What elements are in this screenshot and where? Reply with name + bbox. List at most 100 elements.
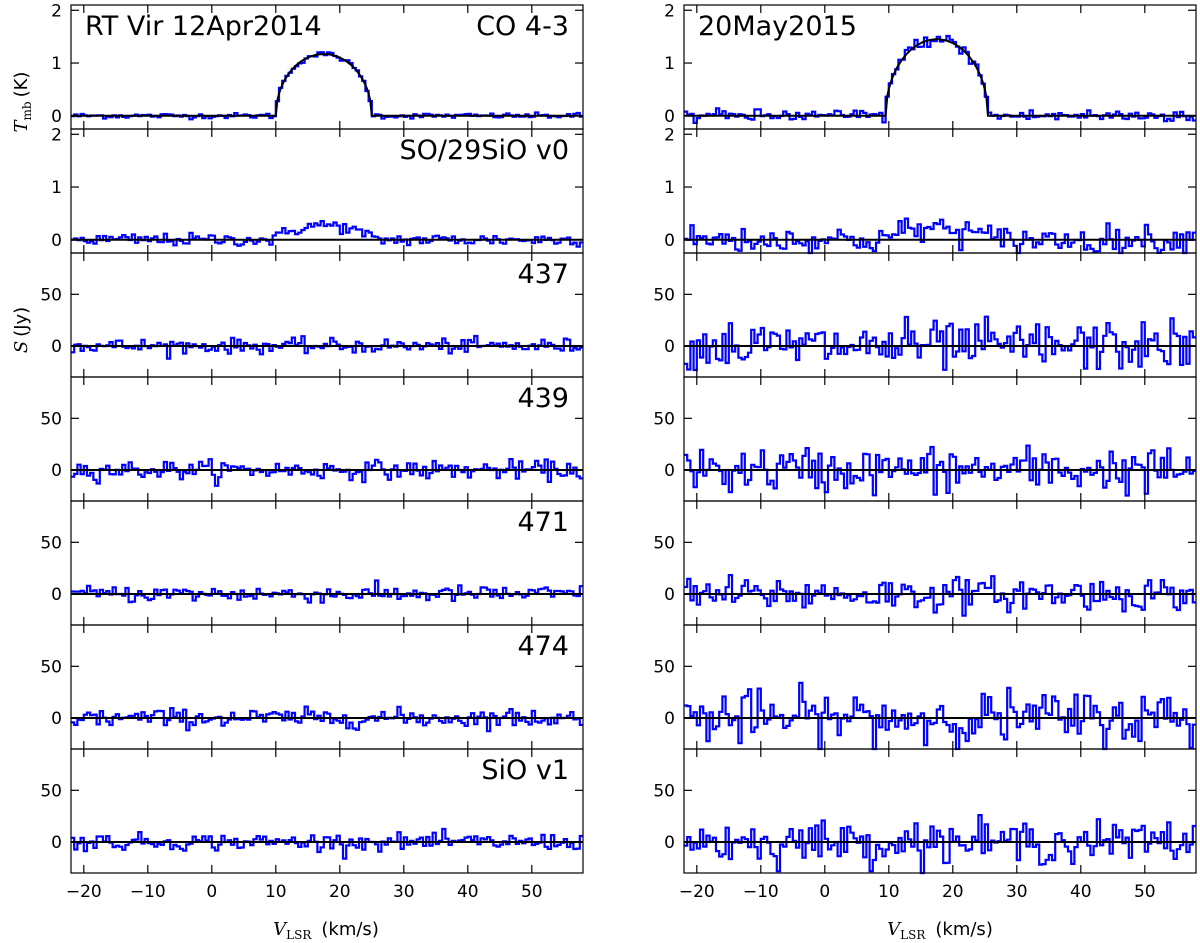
y-tick-label: 0 (664, 461, 675, 481)
y-tick-label: 0 (51, 585, 62, 605)
panel-1-0: 0 1 2 20May2015 (664, 1, 1197, 130)
panel-1-6: 0 50 −20 −10 0 10 20 30 40 50 (653, 748, 1197, 902)
y-tick-label: 0 (51, 107, 62, 127)
y-tick-label: 2 (664, 1, 675, 21)
y-tick-label: 0 (51, 461, 62, 481)
panel-label-right: SO/29SiO v0 (400, 135, 569, 166)
x-tick-label: 40 (457, 882, 479, 902)
x-tick-label: 10 (265, 882, 287, 902)
x-tick-label: −20 (679, 882, 715, 902)
panel-label-right: CO 4-3 (476, 11, 569, 42)
x-tick-label: 50 (1134, 882, 1156, 902)
panel-1-5: 0 50 (653, 624, 1197, 751)
panel-frame (70, 500, 584, 626)
y-tick-label: 0 (664, 585, 675, 605)
y-tick-label: 2 (664, 125, 675, 145)
panel-frame (683, 624, 1197, 750)
panel-1-3: 0 50 (653, 376, 1197, 502)
y-tick-label: 0 (664, 709, 675, 729)
spectrum-line (71, 334, 583, 360)
y-tick-label: 0 (51, 231, 62, 251)
y-tick-label: 50 (40, 657, 62, 677)
y-tick-label: 50 (653, 657, 675, 677)
y-tick-label: 2 (51, 1, 62, 21)
y-tick-label: 0 (51, 337, 62, 357)
panel-label-right: 474 (517, 631, 569, 662)
panel-frame (683, 500, 1197, 626)
panel-label-right: SiO v1 (481, 755, 569, 786)
model-line (684, 38, 1197, 117)
x-tick-label: 10 (878, 882, 900, 902)
x-tick-label: 30 (1006, 882, 1028, 902)
spectrum-line (71, 705, 583, 733)
panel-0-0: 0 1 2 RT Vir 12Apr2014 CO 4-3 (51, 1, 584, 130)
y-tick-label: 50 (40, 285, 62, 305)
panel-label-left: RT Vir 12Apr2014 (85, 11, 322, 42)
panel-1-4: 0 50 (653, 500, 1197, 626)
panel-label-right: 437 (517, 259, 569, 290)
panel-label-left: 20May2015 (698, 11, 857, 42)
y-tick-label: 0 (51, 709, 62, 729)
panel-0-1: 0 1 2 SO/29SiO v0 (51, 125, 584, 254)
spectrum-line (71, 579, 583, 604)
y-tick-label: 0 (664, 231, 675, 251)
y-tick-label: 50 (40, 409, 62, 429)
x-tick-label: 0 (206, 882, 217, 902)
x-tick-label: 0 (819, 882, 830, 902)
spectrum-line (684, 574, 1196, 617)
x-tick-label: 30 (393, 882, 415, 902)
y-tick-label: 1 (51, 54, 62, 74)
x-tick-label: 20 (942, 882, 964, 902)
ylabel-bottom: S(Jy) (11, 307, 32, 353)
panel-frame (683, 748, 1197, 874)
spectrum-line (684, 444, 1196, 497)
x-tick-label: 40 (1070, 882, 1092, 902)
panel-label-right: 471 (517, 507, 569, 538)
x-tick-label: 50 (521, 882, 543, 902)
spectrum-line (71, 827, 583, 860)
ylabel-top: Tmb(K) (11, 72, 34, 133)
y-tick-label: 50 (40, 533, 62, 553)
panel-0-3: 0 50 439 (40, 376, 584, 502)
y-tick-label: 0 (51, 833, 62, 853)
y-tick-label: 1 (664, 54, 675, 74)
y-tick-label: 50 (653, 409, 675, 429)
y-tick-label: 50 (653, 781, 675, 801)
xlabel-right: VLSR (km/s) (887, 919, 993, 942)
y-tick-label: 50 (653, 533, 675, 553)
panel-label-right: 439 (517, 383, 569, 414)
x-tick-label: −10 (130, 882, 166, 902)
panel-0-4: 0 50 471 (40, 500, 584, 626)
spectrum-line (684, 814, 1196, 875)
panel-frame (70, 252, 584, 378)
model-line (71, 53, 584, 117)
x-tick-label: −20 (66, 882, 102, 902)
labels-layer: Tmb(K) S(Jy) VLSR (km/s) VLSR (km/s) (11, 72, 993, 942)
y-tick-label: 1 (664, 178, 675, 198)
panel-frame (70, 624, 584, 750)
panel-0-2: 0 50 437 (40, 252, 584, 378)
panel-1-2: 0 50 (653, 252, 1197, 378)
spectrum-line (71, 458, 583, 487)
x-tick-label: −10 (743, 882, 779, 902)
spectrum-line (684, 34, 1196, 124)
panel-0-5: 0 50 474 (40, 624, 584, 750)
spectrum-line (684, 315, 1196, 372)
y-tick-label: 0 (664, 833, 675, 853)
y-tick-label: 50 (653, 285, 675, 305)
panel-frame (70, 748, 584, 874)
y-tick-label: 2 (51, 125, 62, 145)
spectrum-line (71, 51, 583, 121)
panel-0-6: 0 50 −20 −10 0 10 20 30 40 50 SiO v1 (40, 748, 584, 902)
y-tick-label: 1 (51, 178, 62, 198)
spectrum-line (684, 681, 1196, 751)
panel-1-1: 0 1 2 (664, 125, 1197, 255)
panel-frame (70, 376, 584, 502)
y-tick-label: 0 (664, 107, 675, 127)
x-tick-label: 20 (329, 882, 351, 902)
xlabel-left: VLSR (km/s) (273, 919, 379, 942)
spectrum-line (71, 220, 583, 248)
y-tick-label: 0 (664, 337, 675, 357)
